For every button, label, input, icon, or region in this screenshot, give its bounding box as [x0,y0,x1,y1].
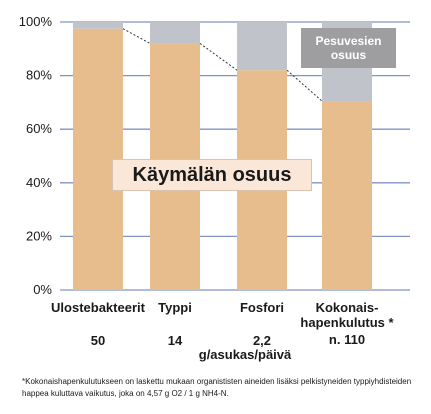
category-label: Ulostebakteerit [51,300,145,315]
category-label: Fosfori [239,300,285,315]
y-tick-label: 60% [26,121,52,136]
connector-line [286,69,323,102]
footnote: *Kokonaishapenkulutukseen on laskettu mu… [22,377,412,398]
bar-washwater-share [150,22,200,44]
category-label: Typpi [158,300,192,315]
connector-line [122,28,151,44]
bar-toilet-share [322,101,372,290]
category-value: 50 [90,333,106,348]
category-label: Kokonais- hapenkulutus * [300,300,394,330]
category-value: 14 [167,333,183,348]
washwater-share-label: Pesuvesien osuus [301,28,396,68]
y-tick-label: 100% [19,14,53,29]
category-value: 2,2 [252,333,272,348]
y-axis-ticks: 0% 20% 40% 60% 80% 100% [19,14,53,297]
connector-lines [122,28,323,102]
bar-washwater-share [237,22,287,71]
unit-label: g/asukas/päivä [198,347,292,362]
category-value: n. 110 [328,332,366,347]
connector-line [199,43,238,71]
y-tick-label: 40% [26,175,52,190]
y-tick-label: 80% [26,68,52,83]
y-tick-label: 20% [26,228,52,243]
y-tick-label: 0% [33,282,52,297]
bar-washwater-share [73,22,123,29]
toilet-share-label: Käymälän osuus [112,159,312,191]
